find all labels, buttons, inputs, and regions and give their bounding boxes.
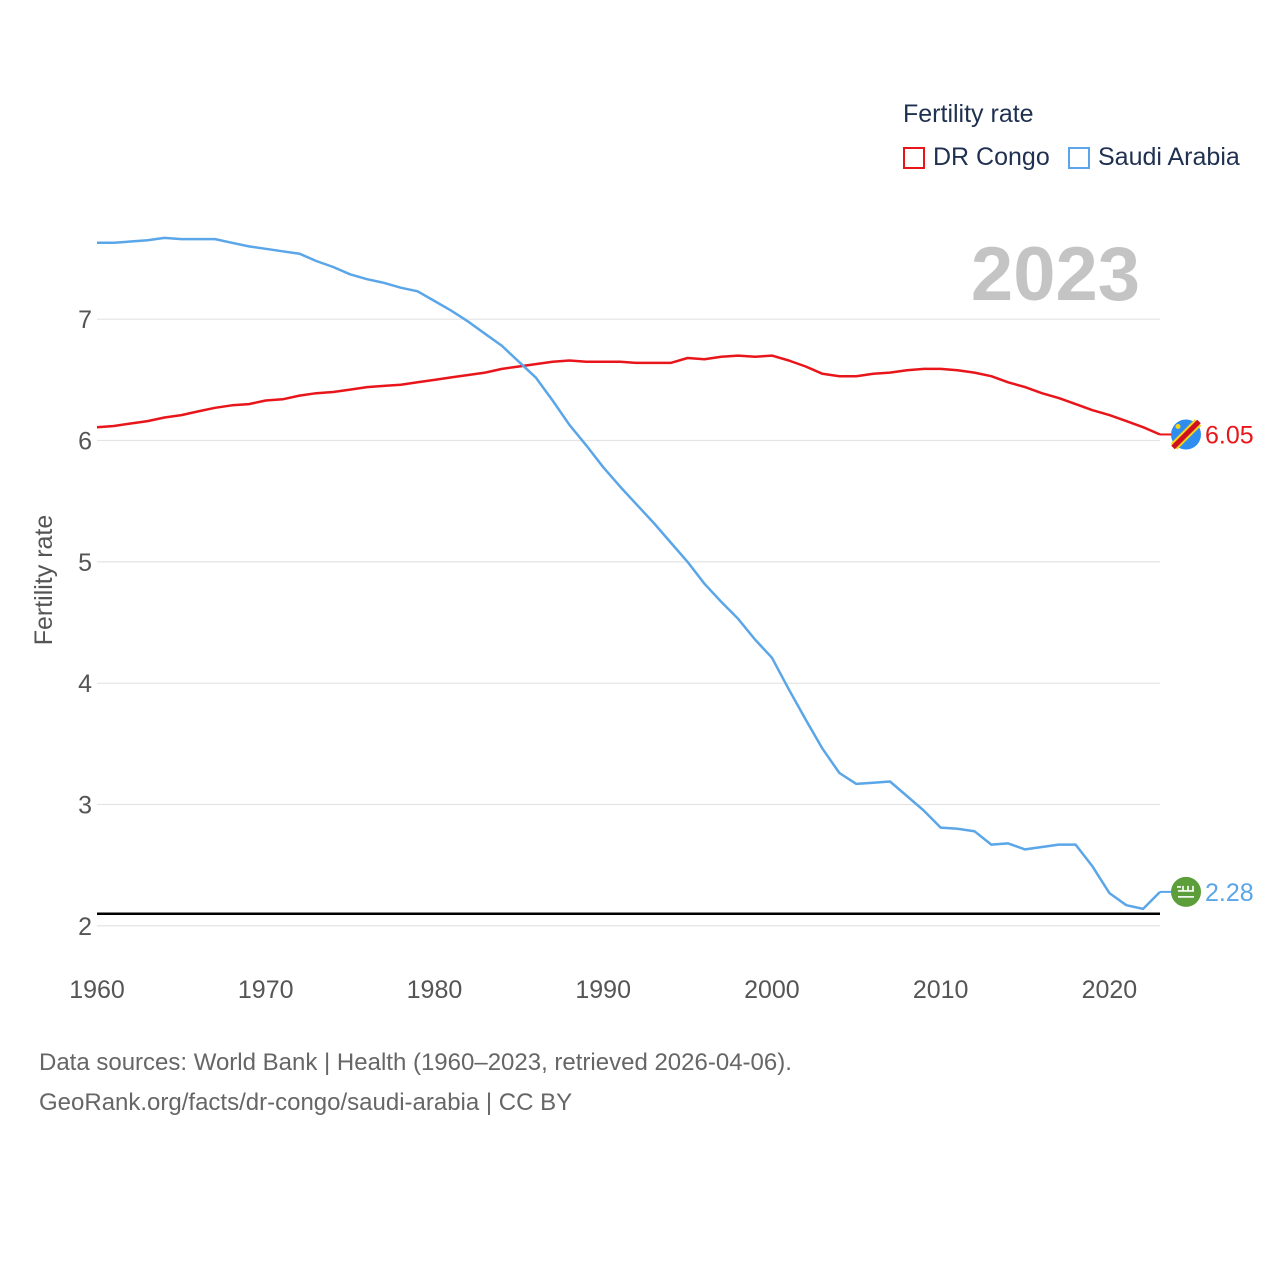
y-tick-label: 5 [78, 549, 92, 577]
x-tick-label: 2000 [744, 976, 800, 1004]
flag-saudi-arabia-icon [1171, 876, 1201, 907]
source-link[interactable]: GeoRank.org/facts/dr-congo/saudi-arabia … [39, 1089, 573, 1116]
legend-swatch-saudi-arabia [1068, 146, 1090, 169]
legend-title: Fertility rate [903, 100, 1034, 128]
flag-dr-congo-icon [1170, 419, 1202, 450]
y-tick-label: 7 [78, 306, 92, 334]
y-tick-label: 4 [78, 670, 92, 698]
series-lines [96, 236, 1161, 911]
legend-label-dr-congo: DR Congo [933, 143, 1050, 171]
data-sources: Data sources: World Bank | Health (1960–… [39, 1043, 792, 1123]
x-axis-ticks: 1960 1970 1980 1990 2000 2010 2020 [69, 976, 1137, 1004]
end-label-dr-congo: 6.05 [1205, 421, 1254, 449]
y-axis-ticks: 2 3 4 5 6 7 [78, 306, 92, 941]
x-tick-label: 2020 [1082, 976, 1138, 1004]
x-tick-label: 1990 [575, 976, 631, 1004]
source-line: Data sources: World Bank | Health (1960–… [39, 1049, 792, 1076]
y-tick-label: 2 [78, 913, 92, 941]
end-label-saudi-arabia: 2.28 [1205, 879, 1254, 907]
series-line-dr-congo[interactable] [96, 354, 1161, 436]
legend-item-saudi-arabia[interactable]: Saudi Arabia [1068, 143, 1240, 172]
x-tick-label: 1980 [407, 976, 463, 1004]
legend-item-dr-congo[interactable]: DR Congo [903, 143, 1050, 172]
legend-swatch-dr-congo [903, 146, 925, 169]
legend-label-saudi-arabia: Saudi Arabia [1098, 143, 1240, 171]
year-label: 2023 [971, 232, 1140, 317]
gridlines [97, 318, 1160, 927]
y-axis-label: Fertility rate [30, 515, 58, 646]
y-tick-label: 3 [78, 792, 92, 820]
x-tick-label: 1960 [69, 976, 125, 1004]
x-tick-label: 2010 [913, 976, 969, 1004]
series-line-saudi-arabia[interactable] [97, 236, 1161, 911]
y-tick-label: 6 [78, 428, 92, 456]
x-tick-label: 1970 [238, 976, 294, 1004]
end-markers: 6.05 2.28 [1160, 419, 1254, 907]
